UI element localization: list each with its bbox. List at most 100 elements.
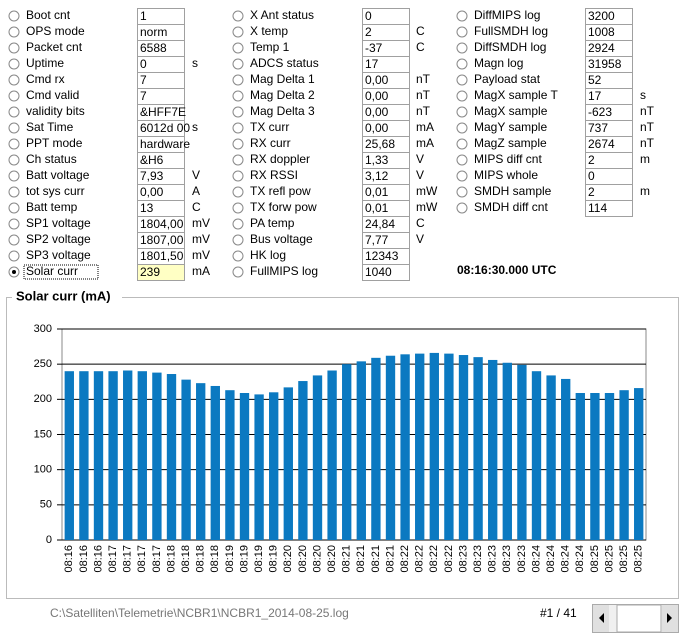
bar bbox=[196, 383, 206, 540]
field-value: 737 bbox=[588, 121, 608, 135]
radio[interactable] bbox=[8, 170, 20, 182]
radio[interactable] bbox=[232, 154, 244, 166]
x-tick-label: 08:24 bbox=[574, 545, 586, 573]
field-value: 7,93 bbox=[140, 169, 164, 183]
scrollbar[interactable] bbox=[592, 604, 679, 633]
field-unit: V bbox=[416, 152, 424, 166]
radio[interactable] bbox=[456, 74, 468, 86]
field-value: 13 bbox=[140, 201, 154, 215]
x-tick-label: 08:19 bbox=[238, 545, 250, 573]
radio[interactable] bbox=[232, 250, 244, 262]
radio[interactable] bbox=[8, 90, 20, 102]
radio[interactable] bbox=[232, 74, 244, 86]
bar bbox=[225, 390, 235, 540]
radio[interactable] bbox=[232, 170, 244, 182]
radio[interactable] bbox=[456, 138, 468, 150]
field-unit: C bbox=[416, 40, 425, 54]
field-value: 7 bbox=[140, 73, 147, 87]
radio[interactable] bbox=[456, 154, 468, 166]
radio[interactable] bbox=[232, 234, 244, 246]
radio[interactable] bbox=[8, 154, 20, 166]
radio[interactable] bbox=[8, 250, 20, 262]
field-label: X temp bbox=[250, 24, 288, 38]
field-unit: nT bbox=[416, 88, 431, 102]
field-label: TX forw pow bbox=[250, 200, 317, 214]
radio[interactable] bbox=[456, 202, 468, 214]
field-unit: nT bbox=[640, 136, 655, 150]
bar bbox=[356, 361, 366, 540]
chart-title: Solar curr (mA) bbox=[16, 288, 111, 303]
radio[interactable] bbox=[232, 106, 244, 118]
radio[interactable] bbox=[456, 58, 468, 70]
radio[interactable] bbox=[456, 42, 468, 54]
bar bbox=[444, 353, 454, 540]
radio[interactable] bbox=[8, 234, 20, 246]
field-unit: mA bbox=[416, 136, 434, 150]
radio[interactable] bbox=[456, 170, 468, 182]
field-value: 6012d 00 bbox=[140, 121, 190, 135]
field-unit: s bbox=[192, 120, 198, 134]
radio[interactable] bbox=[8, 74, 20, 86]
x-tick-label: 08:16 bbox=[78, 545, 90, 573]
radio[interactable] bbox=[232, 42, 244, 54]
radio[interactable] bbox=[8, 218, 20, 230]
field-label: Ch status bbox=[26, 152, 77, 166]
radio[interactable] bbox=[8, 58, 20, 70]
radio[interactable] bbox=[232, 138, 244, 150]
radio[interactable] bbox=[456, 122, 468, 134]
bar bbox=[429, 352, 439, 540]
y-tick-label: 300 bbox=[34, 323, 52, 335]
radio[interactable] bbox=[456, 186, 468, 198]
radio[interactable] bbox=[8, 42, 20, 54]
radio[interactable] bbox=[232, 58, 244, 70]
x-tick-label: 08:25 bbox=[633, 545, 645, 573]
field-label: PA temp bbox=[250, 216, 295, 230]
radio[interactable] bbox=[456, 10, 468, 22]
bar bbox=[123, 370, 133, 540]
radio[interactable] bbox=[8, 138, 20, 150]
bar bbox=[517, 364, 527, 540]
radio[interactable] bbox=[8, 186, 20, 198]
bar bbox=[269, 392, 279, 540]
field-value: 114 bbox=[588, 201, 607, 215]
field-value: 0,00 bbox=[365, 121, 389, 135]
radio[interactable] bbox=[8, 10, 20, 22]
radio[interactable] bbox=[456, 90, 468, 102]
radio[interactable] bbox=[232, 202, 244, 214]
field-value: 24,84 bbox=[365, 217, 395, 231]
radio[interactable] bbox=[232, 10, 244, 22]
radio[interactable] bbox=[456, 26, 468, 38]
radio[interactable] bbox=[232, 186, 244, 198]
field-label: MagZ sample bbox=[474, 136, 547, 150]
radio[interactable] bbox=[232, 122, 244, 134]
radio[interactable] bbox=[8, 202, 20, 214]
radio[interactable] bbox=[232, 218, 244, 230]
field-label: RX curr bbox=[250, 136, 291, 150]
y-tick-label: 150 bbox=[34, 428, 52, 440]
bar bbox=[590, 393, 600, 540]
x-tick-label: 08:24 bbox=[530, 545, 542, 573]
field-value: hardware bbox=[140, 137, 190, 151]
field-value: 1008 bbox=[588, 25, 615, 39]
radio[interactable] bbox=[8, 106, 20, 118]
field-value: 0 bbox=[588, 169, 595, 183]
field-value: 0,00 bbox=[365, 89, 389, 103]
field-unit: m bbox=[640, 184, 650, 198]
field-label: Payload stat bbox=[474, 72, 541, 86]
radio[interactable] bbox=[232, 26, 244, 38]
bar bbox=[79, 371, 89, 540]
radio[interactable] bbox=[456, 106, 468, 118]
field-label: MagX sample bbox=[474, 104, 548, 118]
radio[interactable] bbox=[8, 26, 20, 38]
field-value: 7 bbox=[140, 89, 147, 103]
radio[interactable] bbox=[232, 266, 244, 278]
field-label: Temp 1 bbox=[250, 40, 290, 54]
field-value: 0,00 bbox=[140, 185, 164, 199]
field-value: 239 bbox=[140, 265, 160, 279]
scroll-thumb[interactable] bbox=[616, 604, 662, 633]
x-tick-label: 08:21 bbox=[384, 545, 396, 573]
field-label: Packet cnt bbox=[26, 40, 83, 54]
radio[interactable] bbox=[232, 90, 244, 102]
bar bbox=[93, 371, 104, 540]
radio[interactable] bbox=[8, 122, 20, 134]
